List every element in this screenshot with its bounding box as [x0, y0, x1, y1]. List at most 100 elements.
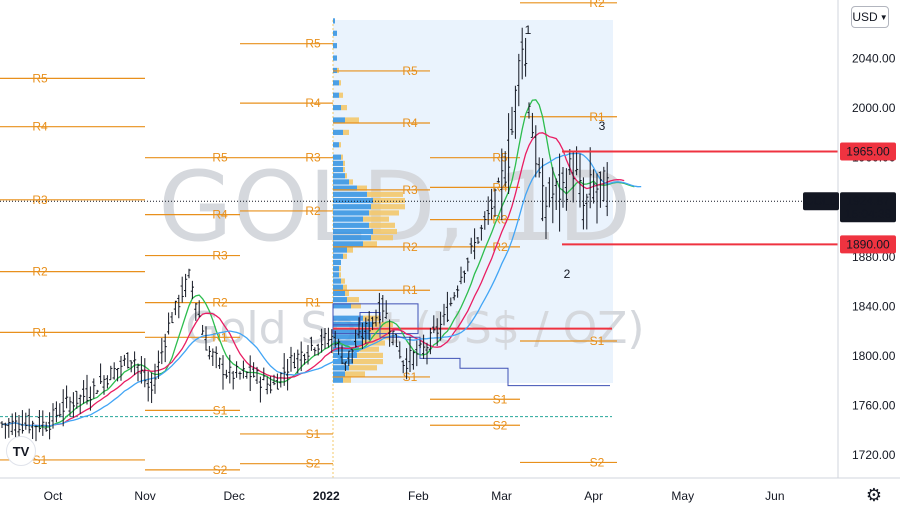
pivot-label-r2: R2: [32, 265, 48, 279]
vp-bar-up: [333, 18, 335, 24]
vp-bar-up: [333, 253, 343, 259]
last-price-tag-text: 15:04:38: [845, 207, 892, 221]
pivot-label-r1: R1: [589, 110, 605, 124]
pivot-label-r5: R5: [402, 64, 418, 78]
vp-bar-up: [333, 142, 339, 148]
vp-bar-down: [345, 371, 365, 377]
vp-bar-up: [333, 210, 369, 216]
pivot-label-r1: R1: [32, 325, 48, 339]
time-tick-label: Mar: [491, 489, 512, 503]
annotation-label-2: 2: [564, 267, 571, 281]
time-tick-label: May: [671, 489, 694, 503]
price-tick-label: 1840.00: [852, 299, 896, 313]
vp-bar-up: [333, 241, 363, 247]
vp-bar-up: [333, 377, 343, 383]
vp-bar-down: [353, 358, 383, 365]
pivot-label-r2: R2: [589, 0, 605, 10]
pivot-label-r4: R4: [212, 208, 228, 222]
last-price-tag-bg: [840, 192, 896, 223]
vp-bar-up: [333, 129, 343, 135]
price-tick-label: 2040.00: [852, 52, 896, 66]
vp-bar-up: [333, 297, 347, 303]
vp-bar-up: [333, 315, 363, 321]
time-tick-label: Oct: [44, 489, 63, 503]
time-axis: Oct Nov Dec 2022 Feb Mar Apr May Jun: [0, 477, 900, 510]
currency-selector[interactable]: USD ▼: [851, 6, 889, 28]
vp-bar-up: [333, 328, 369, 334]
vp-bar-down: [371, 235, 393, 241]
vp-bar-up: [333, 272, 339, 278]
pivot-label-r5: R5: [492, 151, 508, 165]
price-tick-label: 1720.00: [852, 448, 896, 462]
vp-bar-down: [371, 204, 405, 210]
pivot-label-s1: S1: [403, 370, 418, 384]
vp-bar-up: [333, 340, 363, 346]
pivot-label-r4: R4: [402, 116, 418, 130]
pivot-points: R5 R4 R3 R2 R1 S1 R5 R4 R3 R2 R1 S1 S2 R5 R4 R3 R2 R1 S1 S2…: [0, 0, 617, 477]
vp-bar-down: [339, 272, 341, 278]
vp-bar-up: [333, 278, 341, 284]
pivot-label-s2: S2: [590, 455, 605, 469]
vp-bar-up: [333, 235, 371, 241]
vp-bar-down: [343, 253, 347, 259]
vp-bar-down: [343, 160, 345, 166]
vp-bar-down: [339, 142, 341, 148]
time-tick-label: Nov: [134, 489, 155, 503]
pivot-label-r3: R3: [402, 183, 418, 197]
vp-bar-down: [345, 290, 349, 297]
chevron-down-icon: ▼: [879, 12, 888, 22]
annotations: 1 2 3: [525, 23, 606, 281]
time-tick-label: Dec: [224, 489, 245, 503]
pivot-label-r3: R3: [305, 151, 321, 165]
tradingview-logo[interactable]: TV: [6, 436, 36, 466]
price-axis-bg: [838, 0, 900, 510]
pivot-label-s1: S1: [33, 453, 48, 467]
lower-level-tag-text: 1890.00: [846, 237, 890, 251]
upper-level-tag-text: 1965.00: [846, 144, 890, 158]
vp-bar-up: [333, 173, 345, 179]
pivot-label-r2: R2: [492, 240, 508, 254]
vp-bar-up: [333, 30, 337, 36]
vp-bar-up: [333, 160, 343, 166]
time-tick-label: Apr: [584, 489, 603, 503]
gear-icon[interactable]: ⚙: [865, 485, 883, 505]
vp-bar-up: [333, 290, 345, 297]
vp-bar-up: [333, 43, 337, 49]
vp-bar-down: [349, 179, 353, 185]
pivot-label-s2: S2: [493, 418, 508, 432]
vp-bar-down: [345, 173, 347, 179]
vp-bar-up: [333, 266, 339, 272]
vp-bar-up: [333, 352, 357, 358]
pivot-label-s1: S1: [590, 334, 605, 348]
vp-bar-down: [347, 247, 353, 253]
price-tick-label: 1800.00: [852, 349, 896, 363]
vp-bar-up: [333, 185, 357, 191]
vp-bar-up: [333, 191, 367, 197]
vp-bar-up: [333, 197, 373, 204]
vp-bar-up: [333, 80, 339, 86]
vp-bar-up: [333, 92, 339, 98]
vp-bar-up: [333, 334, 371, 340]
vp-bar-up: [333, 365, 349, 371]
vp-bar-up: [333, 284, 343, 290]
vp-bar-down: [343, 377, 351, 383]
vp-bar-down: [369, 210, 399, 216]
pivot-label-r5: R5: [32, 71, 48, 85]
vp-bar-up: [333, 358, 353, 365]
vp-bar-up: [333, 371, 345, 377]
vp-bar-up: [333, 154, 341, 160]
vp-bar-down: [367, 191, 403, 197]
lower-level-tag-bg: [840, 235, 896, 254]
price-tick-label: 1760.00: [852, 398, 896, 412]
pivot-label-s1: S1: [213, 403, 228, 417]
vp-bar-down: [339, 92, 343, 98]
vp-bar-up: [333, 259, 341, 266]
price-tick-label: 2000.00: [852, 101, 896, 115]
vp-bar-up: [333, 303, 351, 309]
vp-bar-down: [357, 352, 383, 358]
annotation-label-3: 3: [599, 119, 606, 133]
symbol-tag-bg: [803, 192, 839, 211]
pivot-label-r4: R4: [492, 180, 508, 194]
price-bars: [0, 27, 609, 447]
